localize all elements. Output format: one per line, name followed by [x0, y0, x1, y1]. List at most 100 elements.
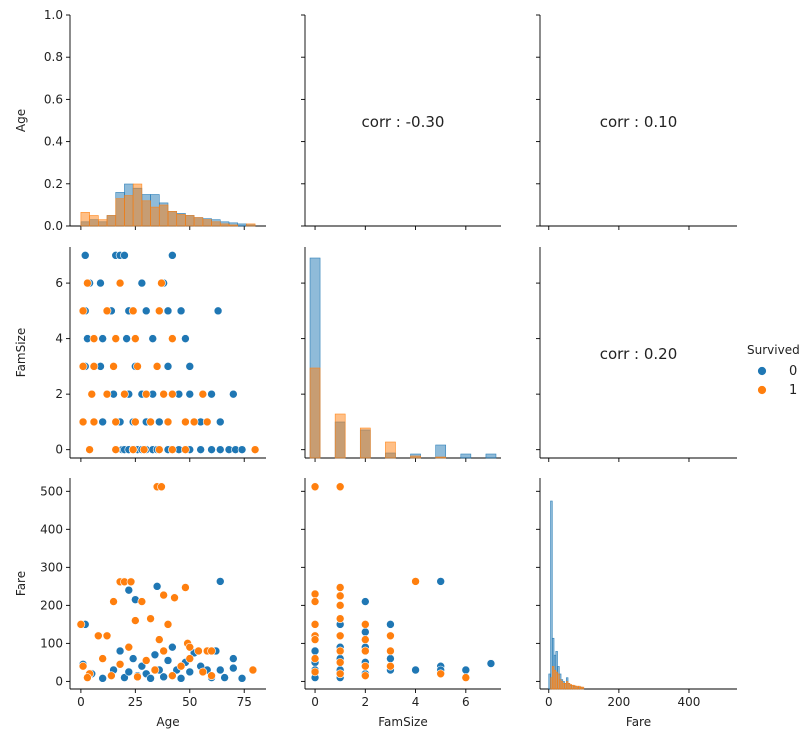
- scatter-point-1: [310, 635, 320, 644]
- scatter-point-1: [386, 631, 395, 641]
- scatter-point-1: [102, 631, 112, 641]
- y-tick-label: 6: [55, 276, 63, 290]
- scatter-point-1: [141, 656, 151, 665]
- x-tick-label: 0: [311, 695, 319, 709]
- scatter-point-0: [168, 642, 177, 652]
- scatter-point-0: [98, 674, 107, 683]
- legend-label-0: 0: [789, 364, 797, 379]
- scatter-point-1: [109, 362, 118, 371]
- scatter-point-1: [78, 661, 88, 671]
- scatter-point-0: [207, 445, 216, 454]
- scatter-point-0: [141, 306, 151, 316]
- hist-bar-1: [435, 456, 447, 459]
- scatter-point-1: [157, 278, 166, 288]
- scatter-point-1: [139, 445, 149, 454]
- scatter-point-0: [220, 673, 229, 682]
- hist-bar-1: [385, 441, 396, 459]
- scatter-point-1: [94, 631, 103, 641]
- x-tick-label: 75: [237, 695, 252, 709]
- y-tick-label: 0.4: [44, 135, 63, 149]
- hist-bar-1: [202, 219, 212, 227]
- x-tick-label: 200: [607, 695, 630, 709]
- scatter-point-1: [146, 417, 155, 427]
- hist-bar-1: [228, 224, 238, 227]
- hist-bar-1: [115, 198, 125, 227]
- scatter-point-0: [196, 445, 205, 454]
- hist-bar-1: [185, 215, 195, 227]
- y-tick-label: 2: [55, 387, 63, 401]
- y-axis-label: FamSize: [14, 328, 28, 377]
- scatter-point-1: [137, 597, 147, 606]
- scatter-point-0: [152, 582, 162, 591]
- scatter-point-0: [229, 389, 238, 399]
- scatter-point-0: [215, 665, 225, 675]
- hist-bar-1: [219, 223, 230, 227]
- scatter-point-1: [89, 334, 99, 343]
- legend-label-1: 1: [789, 383, 797, 398]
- scatter-point-1: [163, 620, 173, 629]
- scatter-point-1: [168, 671, 177, 680]
- scatter-point-0: [215, 577, 225, 586]
- x-tick-label: 400: [678, 695, 701, 709]
- scatter-point-0: [215, 417, 225, 427]
- scatter-point-1: [202, 417, 212, 427]
- scatter-point-1: [361, 635, 370, 644]
- scatter-point-0: [98, 334, 107, 343]
- scatter-point-1: [198, 667, 208, 677]
- scatter-point-1: [78, 306, 88, 316]
- scatter-point-1: [76, 620, 86, 629]
- scatter-point-1: [207, 671, 216, 680]
- scatter-point-1: [98, 654, 107, 663]
- scatter-point-0: [185, 667, 195, 677]
- scatter-point-1: [159, 646, 168, 656]
- legend-marker-0: [757, 366, 767, 376]
- scatter-point-0: [122, 334, 131, 343]
- y-tick-label: 0.0: [44, 219, 63, 233]
- scatter-point-1: [310, 620, 320, 629]
- y-tick-label: 0.8: [44, 50, 63, 64]
- scatter-point-1: [335, 583, 345, 592]
- scatter-point-1: [131, 334, 140, 343]
- scatter-point-1: [335, 669, 345, 679]
- scatter-point-1: [154, 635, 164, 644]
- x-tick-label: 25: [128, 695, 143, 709]
- scatter-point-0: [124, 585, 134, 595]
- x-tick-label: 4: [412, 695, 420, 709]
- scatter-point-1: [141, 389, 151, 399]
- corr-annotation: corr : 0.20: [600, 345, 677, 363]
- hist-bar-1: [309, 367, 321, 459]
- scatter-point-1: [150, 665, 160, 675]
- scatter-point-1: [154, 306, 164, 316]
- x-tick-label: 2: [361, 695, 369, 709]
- scatter-point-0: [361, 627, 370, 637]
- scatter-point-1: [181, 583, 190, 592]
- scatter-point-0: [181, 334, 190, 343]
- y-tick-label: 200: [40, 598, 63, 612]
- scatter-point-0: [386, 654, 395, 663]
- y-tick-label: 100: [40, 636, 63, 650]
- scatter-point-1: [461, 673, 471, 682]
- scatter-point-1: [163, 417, 173, 427]
- scatter-point-1: [111, 417, 121, 427]
- scatter-point-1: [89, 417, 99, 427]
- scatter-point-1: [198, 389, 208, 399]
- scatter-point-1: [185, 654, 195, 663]
- y-tick-label: 400: [40, 522, 63, 536]
- scatter-point-1: [361, 671, 370, 680]
- scatter-point-0: [310, 646, 320, 656]
- scatter-point-1: [411, 577, 420, 586]
- scatter-point-1: [168, 334, 177, 343]
- scatter-point-1: [335, 658, 345, 667]
- scatter-point-1: [181, 445, 190, 454]
- y-tick-label: 500: [40, 484, 63, 498]
- scatter-point-0: [237, 674, 247, 683]
- scatter-point-1: [126, 577, 136, 587]
- scatter-point-0: [96, 278, 105, 288]
- scatter-point-1: [128, 445, 138, 454]
- x-tick-label: 0: [77, 695, 85, 709]
- scatter-point-0: [486, 659, 496, 668]
- scatter-point-1: [78, 417, 88, 427]
- scatter-point-0: [436, 577, 445, 586]
- scatter-point-1: [152, 362, 162, 371]
- y-tick-label: 0.2: [44, 177, 63, 191]
